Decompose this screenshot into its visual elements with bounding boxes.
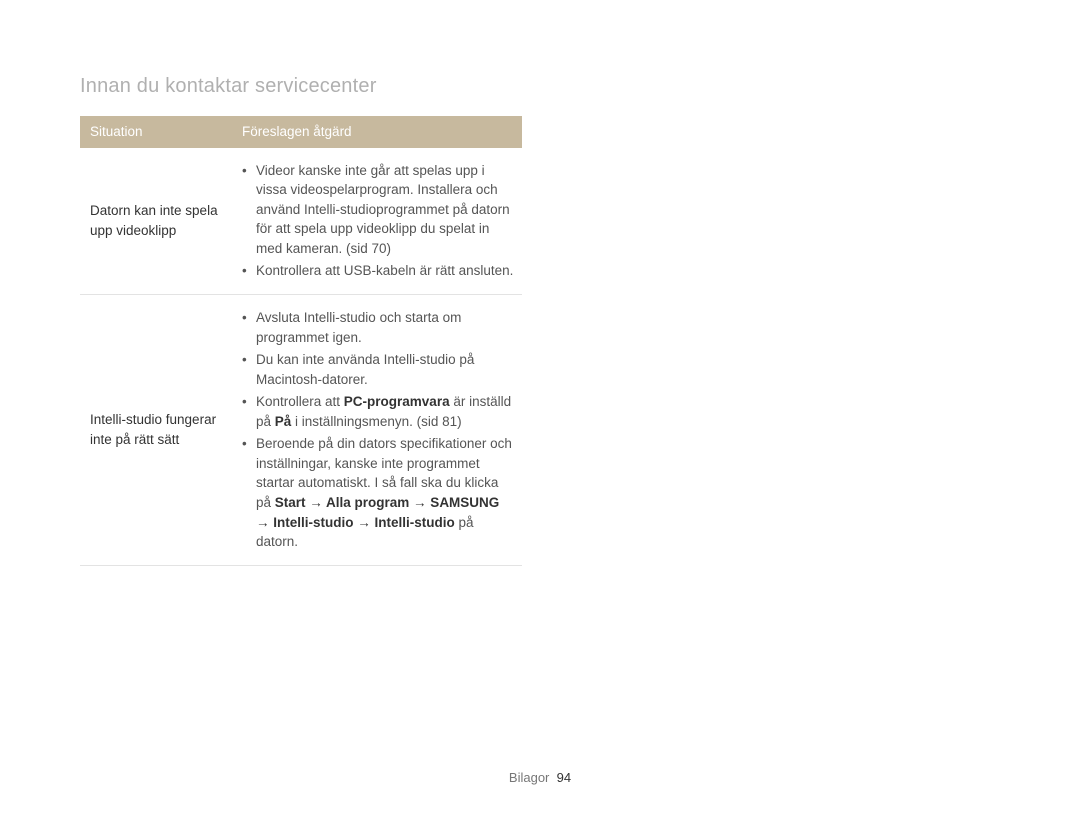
list-item: Beroende på din dators specifikationer o… bbox=[242, 434, 516, 551]
list-item: Videor kanske inte går att spelas upp i … bbox=[242, 161, 516, 259]
troubleshooting-table: Situation Föreslagen åtgärd Datorn kan i… bbox=[80, 116, 522, 566]
list-item: Du kan inte använda Intelli-studio på Ma… bbox=[242, 350, 516, 389]
page-footer: Bilagor 94 bbox=[0, 770, 1080, 785]
footer-page-number: 94 bbox=[557, 770, 571, 785]
cell-situation: Intelli-studio fungerar inte på rätt sät… bbox=[80, 294, 232, 565]
table-row: Intelli-studio fungerar inte på rätt sät… bbox=[80, 294, 522, 565]
th-action: Föreslagen åtgärd bbox=[232, 116, 522, 148]
cell-action: Avsluta Intelli-studio och starta om pro… bbox=[232, 294, 522, 565]
list-item: Kontrollera att PC-programvara är instäl… bbox=[242, 392, 516, 431]
table-row: Datorn kan inte spela upp videoklipp Vid… bbox=[80, 148, 522, 295]
cell-action: Videor kanske inte går att spelas upp i … bbox=[232, 148, 522, 295]
list-item: Avsluta Intelli-studio och starta om pro… bbox=[242, 308, 516, 347]
th-situation: Situation bbox=[80, 116, 232, 148]
list-item: Kontrollera att USB-kabeln är rätt anslu… bbox=[242, 261, 516, 281]
footer-label: Bilagor bbox=[509, 770, 549, 785]
cell-situation: Datorn kan inte spela upp videoklipp bbox=[80, 148, 232, 295]
page-title: Innan du kontaktar servicecenter bbox=[80, 75, 1000, 98]
